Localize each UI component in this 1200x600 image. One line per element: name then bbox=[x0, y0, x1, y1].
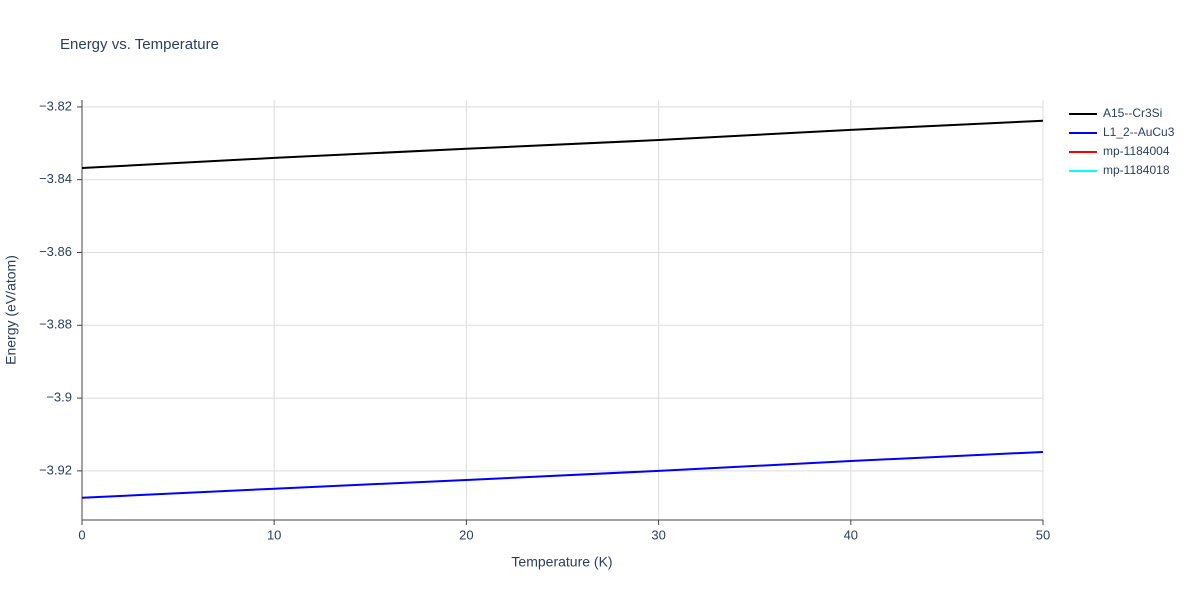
legend-label: A15--Cr3Si bbox=[1103, 106, 1162, 120]
x-axis-title: Temperature (K) bbox=[511, 554, 612, 570]
series-line bbox=[81, 450, 1044, 499]
x-tick-label: 30 bbox=[651, 527, 665, 542]
y-tick-label: −3.82 bbox=[39, 98, 72, 113]
x-tick-label: 10 bbox=[267, 527, 281, 542]
x-tick-label: 20 bbox=[459, 527, 473, 542]
legend-label: mp-1184004 bbox=[1103, 144, 1170, 158]
y-tick-label: −3.88 bbox=[39, 317, 72, 332]
series-line bbox=[81, 119, 1044, 170]
legend-label: L1_2--AuCu3 bbox=[1103, 125, 1175, 139]
y-tick-label: −3.9 bbox=[46, 390, 72, 405]
legend-label: mp-1184018 bbox=[1103, 163, 1170, 177]
chart-title: Energy vs. Temperature bbox=[60, 36, 219, 53]
y-axis-title: Energy (eV/atom) bbox=[3, 255, 19, 365]
y-tick-label: −3.86 bbox=[39, 244, 72, 259]
x-tick-label: 40 bbox=[844, 527, 858, 542]
y-tick-label: −3.84 bbox=[39, 171, 72, 186]
x-tick-label: 0 bbox=[78, 527, 85, 542]
x-tick-label: 50 bbox=[1036, 527, 1050, 542]
y-tick-label: −3.92 bbox=[39, 462, 72, 477]
